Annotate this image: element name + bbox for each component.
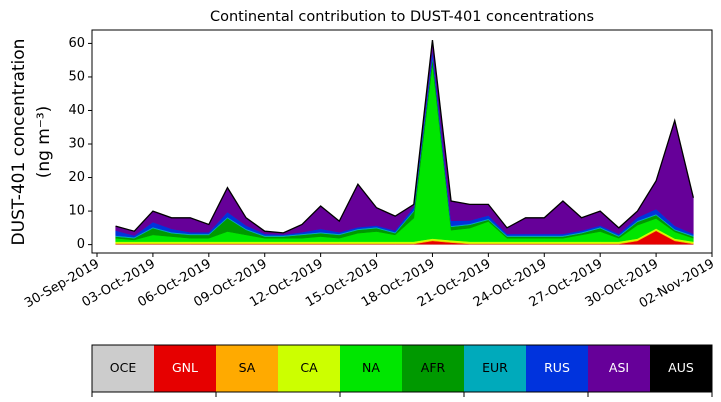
chart-title: Continental contribution to DUST-401 con… xyxy=(210,9,594,25)
legend-label: NA xyxy=(362,360,380,375)
total-outline xyxy=(115,39,694,234)
y-tick-label: 40 xyxy=(68,103,85,118)
legend-label: RUS xyxy=(544,360,570,375)
area xyxy=(115,40,694,234)
y-axis-unit: (ng m⁻³) xyxy=(34,106,54,179)
legend-swatch xyxy=(526,345,588,392)
legend-swatch xyxy=(588,345,650,392)
legend-label: GNL xyxy=(172,360,198,375)
legend-swatch xyxy=(464,345,526,392)
legend-label: AUS xyxy=(668,360,694,375)
legend-label: AFR xyxy=(421,360,446,375)
legend-frame xyxy=(91,344,713,393)
legend-swatch xyxy=(216,345,278,392)
y-tick-label: 10 xyxy=(68,204,85,219)
legend-label: SA xyxy=(239,360,256,375)
legend-swatch xyxy=(278,345,340,392)
y-tick-label: 30 xyxy=(68,137,85,152)
y-tick-label: 20 xyxy=(68,170,85,185)
plot-frame xyxy=(91,29,713,254)
plot-area xyxy=(115,39,694,245)
legend-swatch xyxy=(154,345,216,392)
area xyxy=(115,49,694,238)
legend-swatch xyxy=(402,345,464,392)
legend: OCE GNL SA CA NA AFR EUR RUS ASI AUS xyxy=(91,344,713,397)
legend-label: CA xyxy=(300,360,318,375)
y-axis-label: DUST-401 concentration xyxy=(9,39,29,246)
legend-label: ASI xyxy=(609,360,629,375)
legend-swatch xyxy=(650,345,712,392)
legend-label: OCE xyxy=(110,360,137,375)
legend-swatch xyxy=(92,345,154,392)
y-tick-label: 60 xyxy=(68,36,85,51)
y-tick-label: 0 xyxy=(77,237,85,252)
y-tick-label: 50 xyxy=(68,69,85,84)
legend-swatch xyxy=(340,345,402,392)
legend-label: EUR xyxy=(482,360,508,375)
area xyxy=(115,40,694,236)
